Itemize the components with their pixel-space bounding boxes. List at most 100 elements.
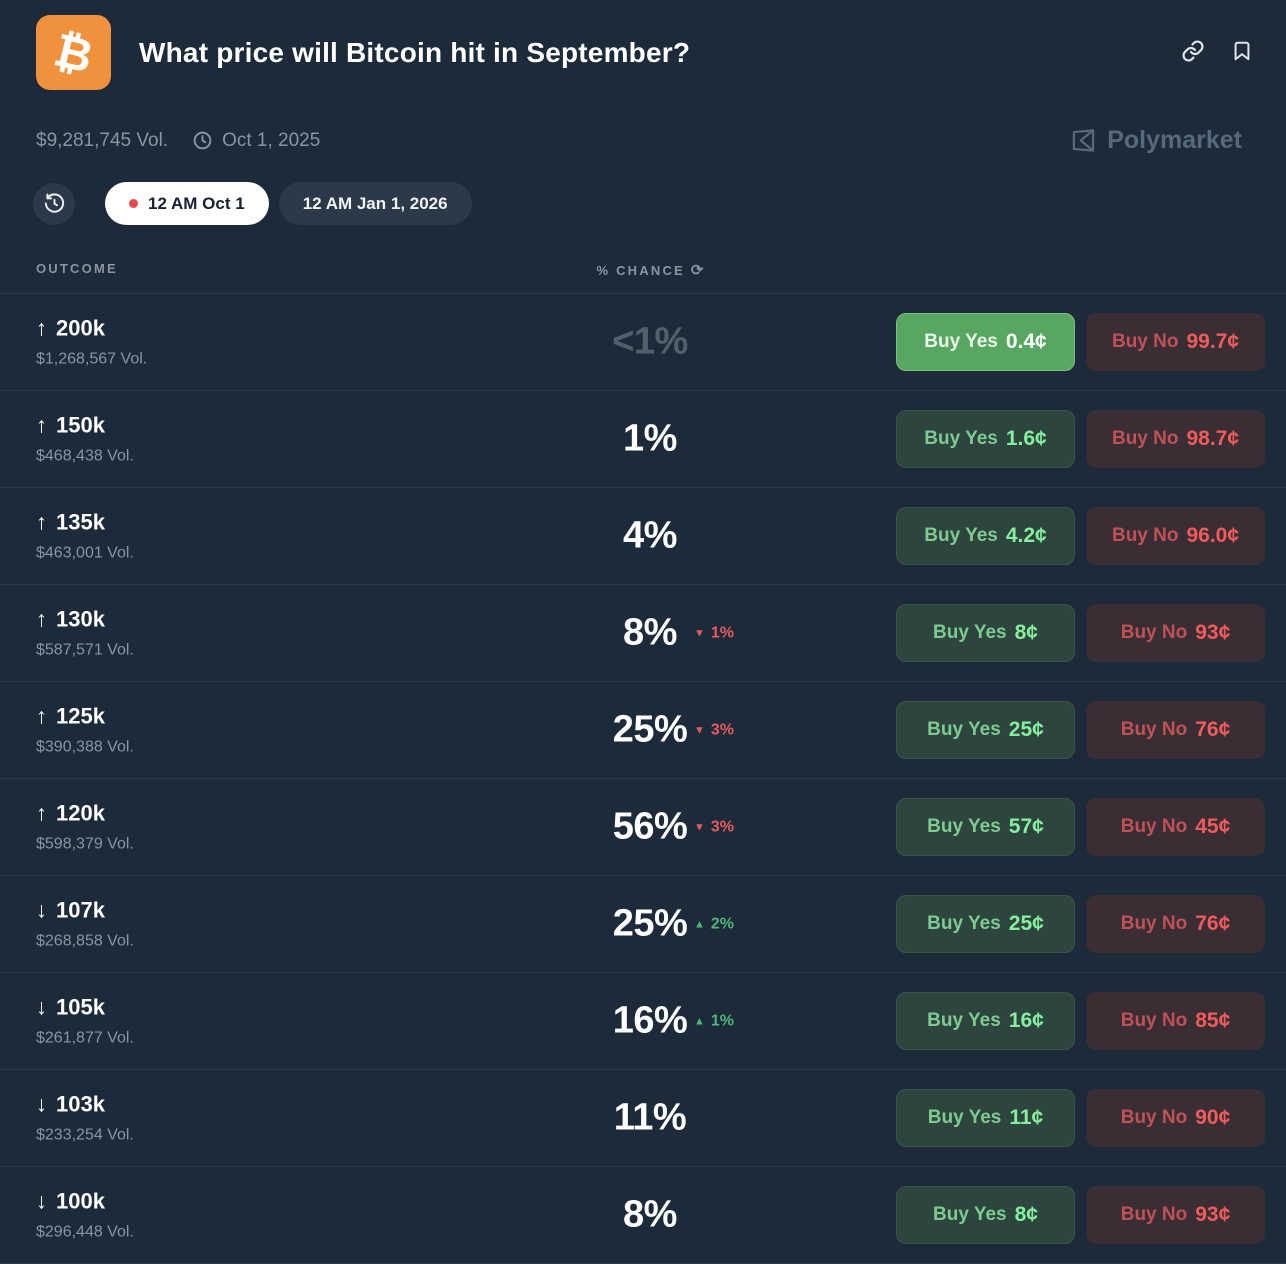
chance-column-header: % CHANCE ⟳ bbox=[500, 261, 800, 279]
chance-cell: <1% bbox=[500, 321, 800, 364]
bookmark-button[interactable] bbox=[1231, 39, 1253, 66]
outcome-cell[interactable]: ↑ 150k $468,438 Vol. bbox=[36, 413, 134, 466]
buy-no-button[interactable]: Buy No 93¢ bbox=[1086, 604, 1265, 662]
buy-yes-price: 1.6¢ bbox=[1005, 427, 1047, 450]
buy-no-button[interactable]: Buy No 85¢ bbox=[1086, 992, 1265, 1050]
outcome-cell[interactable]: ↓ 100k $296,448 Vol. bbox=[36, 1189, 134, 1242]
polymarket-wordmark: Polymarket bbox=[1107, 126, 1242, 154]
buy-no-button[interactable]: Buy No 76¢ bbox=[1086, 701, 1265, 759]
end-date: Oct 1, 2025 bbox=[222, 129, 321, 151]
outcome-volume: $390,388 Vol. bbox=[36, 738, 134, 756]
market-meta: $9,281,745 Vol. Oct 1, 2025 Polymarket bbox=[0, 126, 1286, 155]
chance-value: 8% bbox=[623, 1193, 677, 1236]
buy-no-label: Buy No bbox=[1120, 622, 1188, 643]
outcome-label: 135k bbox=[56, 509, 105, 535]
outcome-row: ↓ 100k $296,448 Vol. 8% Buy Yes 8¢ Buy N… bbox=[0, 1166, 1286, 1263]
page-title: What price will Bitcoin hit in September… bbox=[139, 36, 691, 68]
buy-no-label: Buy No bbox=[1111, 525, 1179, 546]
buy-no-price: 76¢ bbox=[1195, 912, 1231, 935]
outcome-row: ↓ 103k $233,254 Vol. 11% Buy Yes 11¢ Buy… bbox=[0, 1069, 1286, 1166]
buy-no-label: Buy No bbox=[1120, 1107, 1188, 1128]
buy-no-label: Buy No bbox=[1120, 719, 1188, 740]
buy-yes-button[interactable]: Buy Yes 8¢ bbox=[896, 1186, 1075, 1244]
chance-value: 25% bbox=[612, 708, 688, 751]
outcome-volume: $261,877 Vol. bbox=[36, 1029, 134, 1047]
buy-yes-price: 0.4¢ bbox=[1005, 330, 1047, 353]
chance-cell: 8% bbox=[500, 1194, 800, 1237]
delta-value: 2% bbox=[710, 915, 735, 932]
direction-arrow-icon: ↑ bbox=[36, 315, 47, 341]
outcome-cell[interactable]: ↑ 200k $1,268,567 Vol. bbox=[36, 316, 147, 369]
buy-yes-price: 4.2¢ bbox=[1005, 524, 1047, 547]
buy-no-price: 45¢ bbox=[1195, 815, 1231, 838]
buy-no-price: 93¢ bbox=[1195, 621, 1231, 644]
buy-yes-button[interactable]: Buy Yes 57¢ bbox=[896, 798, 1075, 856]
buy-no-price: 90¢ bbox=[1195, 1106, 1231, 1129]
outcome-cell[interactable]: ↓ 107k $268,858 Vol. bbox=[36, 898, 134, 951]
outcome-volume: $268,858 Vol. bbox=[36, 932, 134, 950]
buy-yes-button[interactable]: Buy Yes 0.4¢ bbox=[896, 313, 1075, 371]
chance-cell: 25% ▲ 2% bbox=[500, 903, 800, 946]
outcome-volume: $598,379 Vol. bbox=[36, 835, 134, 853]
buy-no-button[interactable]: Buy No 76¢ bbox=[1086, 895, 1265, 953]
buy-yes-button[interactable]: Buy Yes 16¢ bbox=[896, 992, 1075, 1050]
delta-value: 1% bbox=[710, 1012, 735, 1029]
buy-yes-button[interactable]: Buy Yes 8¢ bbox=[896, 604, 1075, 662]
outcome-row: ↑ 200k $1,268,567 Vol. <1% Buy Yes 0.4¢ … bbox=[0, 293, 1286, 390]
chance-cell: 1% bbox=[500, 418, 800, 461]
outcome-cell[interactable]: ↑ 135k $463,001 Vol. bbox=[36, 510, 134, 563]
buy-yes-label: Buy Yes bbox=[933, 1204, 1007, 1225]
buy-yes-label: Buy Yes bbox=[927, 816, 1001, 837]
buy-yes-price: 57¢ bbox=[1008, 815, 1044, 838]
delta-value: 1% bbox=[710, 624, 735, 641]
buy-yes-button[interactable]: Buy Yes 11¢ bbox=[896, 1089, 1075, 1147]
outcome-volume: $468,438 Vol. bbox=[36, 447, 134, 465]
buy-yes-label: Buy Yes bbox=[927, 719, 1001, 740]
outcome-rows: ↑ 200k $1,268,567 Vol. <1% Buy Yes 0.4¢ … bbox=[0, 293, 1286, 1264]
buy-yes-label: Buy Yes bbox=[933, 622, 1007, 643]
buy-no-price: 99.7¢ bbox=[1186, 330, 1240, 353]
chance-value: 4% bbox=[623, 514, 677, 557]
outcome-cell[interactable]: ↑ 130k $587,571 Vol. bbox=[36, 607, 134, 660]
chance-value: <1% bbox=[612, 320, 688, 363]
outcome-volume: $463,001 Vol. bbox=[36, 544, 134, 562]
outcome-cell[interactable]: ↓ 103k $233,254 Vol. bbox=[36, 1092, 134, 1145]
buy-yes-button[interactable]: Buy Yes 4.2¢ bbox=[896, 507, 1075, 565]
chance-delta: ▼ 1% bbox=[694, 624, 734, 642]
outcome-row: ↑ 120k $598,379 Vol. 56% ▼ 3% Buy Yes 57… bbox=[0, 778, 1286, 875]
outcome-cell[interactable]: ↓ 105k $261,877 Vol. bbox=[36, 995, 134, 1048]
chance-column-header-label: % CHANCE bbox=[596, 263, 685, 278]
outcome-cell[interactable]: ↑ 120k $598,379 Vol. bbox=[36, 801, 134, 854]
buy-yes-label: Buy Yes bbox=[924, 525, 998, 546]
buy-no-button[interactable]: Buy No 98.7¢ bbox=[1086, 410, 1265, 468]
buy-yes-label: Buy Yes bbox=[927, 913, 1001, 934]
outcome-cell[interactable]: ↑ 125k $390,388 Vol. bbox=[36, 704, 134, 757]
buy-yes-button[interactable]: Buy Yes 1.6¢ bbox=[896, 410, 1075, 468]
buy-yes-button[interactable]: Buy Yes 25¢ bbox=[896, 895, 1075, 953]
buy-yes-button[interactable]: Buy Yes 25¢ bbox=[896, 701, 1075, 759]
buy-no-label: Buy No bbox=[1120, 913, 1188, 934]
buy-no-button[interactable]: Buy No 99.7¢ bbox=[1086, 313, 1265, 371]
outcome-label: 200k bbox=[56, 315, 105, 341]
buy-no-price: 93¢ bbox=[1195, 1203, 1231, 1226]
buy-no-price: 96.0¢ bbox=[1186, 524, 1240, 547]
chance-cell: 11% bbox=[500, 1097, 800, 1140]
refresh-icon[interactable]: ⟳ bbox=[690, 262, 704, 279]
market-header: ₿ What price will Bitcoin hit in Septemb… bbox=[0, 0, 1286, 90]
buy-no-button[interactable]: Buy No 96.0¢ bbox=[1086, 507, 1265, 565]
outcome-row: ↑ 125k $390,388 Vol. 25% ▼ 3% Buy Yes 25… bbox=[0, 681, 1286, 778]
timeline-bar: 12 AM Oct 1 12 AM Jan 1, 2026 bbox=[0, 182, 1286, 225]
chance-delta: ▼ 3% bbox=[694, 721, 734, 739]
buy-no-button[interactable]: Buy No 45¢ bbox=[1086, 798, 1265, 856]
bitcoin-glyph: ₿ bbox=[49, 22, 98, 83]
buy-no-button[interactable]: Buy No 93¢ bbox=[1086, 1186, 1265, 1244]
copy-link-button[interactable] bbox=[1181, 39, 1205, 66]
timeline-pill-future[interactable]: 12 AM Jan 1, 2026 bbox=[278, 182, 472, 225]
buy-no-button[interactable]: Buy No 90¢ bbox=[1086, 1089, 1265, 1147]
buy-yes-price: 11¢ bbox=[1009, 1106, 1044, 1129]
delta-arrow-icon: ▼ bbox=[694, 724, 705, 736]
history-button[interactable] bbox=[33, 182, 75, 225]
chance-value: 25% bbox=[612, 902, 688, 945]
buy-yes-price: 8¢ bbox=[1014, 621, 1038, 644]
timeline-pill-current[interactable]: 12 AM Oct 1 bbox=[105, 182, 269, 225]
